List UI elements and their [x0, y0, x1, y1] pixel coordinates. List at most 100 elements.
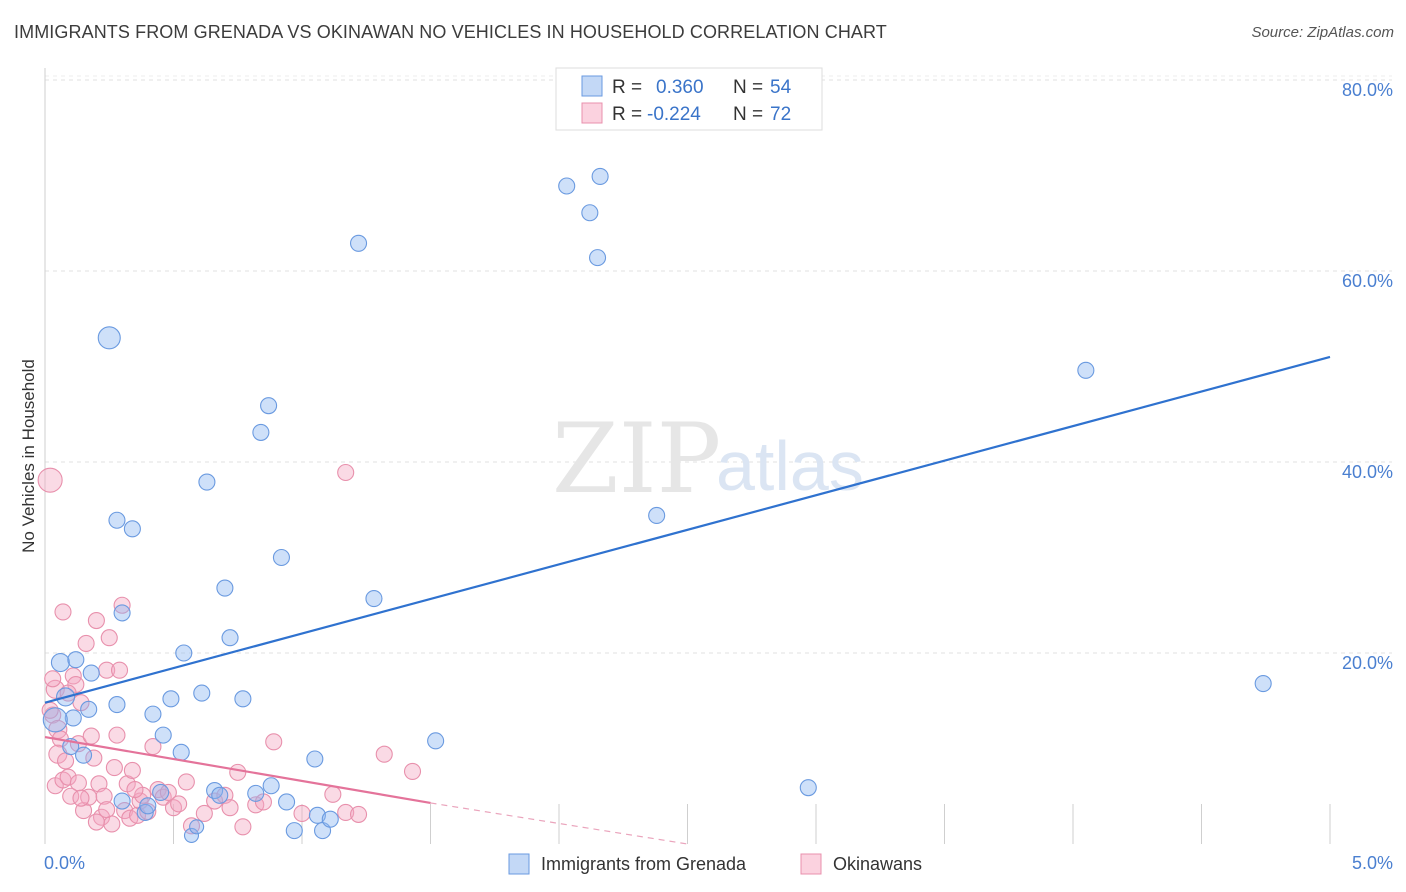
point-grenada-22 [211, 786, 229, 804]
point-okinawans-25 [100, 629, 118, 647]
point-grenada-44 [648, 506, 666, 525]
point-okinawans-67 [87, 813, 105, 831]
point-okinawans-46 [195, 804, 213, 822]
point-okinawans-56 [324, 785, 342, 803]
point-grenada-28 [260, 397, 278, 415]
bottom-legend-swatch-grenada [508, 853, 530, 875]
trend-line-okinawans [44, 735, 431, 805]
point-okinawans-10 [62, 787, 80, 805]
data-points [37, 167, 1272, 843]
bottom-legend-label-okinawans: Okinawans [833, 854, 922, 874]
point-okinawans-54 [265, 733, 283, 751]
point-grenada-8 [108, 696, 126, 714]
point-okinawans-26 [103, 815, 121, 833]
point-grenada-11 [123, 520, 141, 538]
point-grenada-5 [42, 707, 68, 733]
source-label: Source: ZipAtlas.com [1251, 24, 1394, 41]
point-okinawans-6 [57, 752, 75, 770]
point-okinawans-62 [54, 603, 72, 621]
point-grenada-48 [136, 803, 154, 822]
point-okinawans-57 [337, 803, 355, 822]
point-grenada-31 [278, 793, 296, 811]
legend-n-value-2: 72 [770, 104, 791, 125]
point-grenada-1 [50, 652, 70, 673]
y-tick-label-1: 40.0% [1342, 462, 1393, 482]
point-grenada-29 [262, 777, 280, 795]
point-grenada-52 [75, 746, 93, 764]
legend-r-label-1: R = [612, 77, 642, 98]
point-okinawans-68 [98, 801, 116, 819]
point-grenada-41 [581, 204, 599, 222]
point-okinawans-9 [59, 768, 77, 786]
point-grenada-4 [64, 709, 82, 727]
bottom-legend-label-grenada: Immigrants from Grenada [541, 854, 747, 874]
legend-swatch-okinawans [581, 102, 603, 124]
y-tick-label-2: 60.0% [1342, 271, 1393, 291]
series-legend: Immigrants from Grenada Okinawans [508, 853, 922, 875]
legend-n-label-2: N = [733, 104, 763, 125]
point-okinawans-19 [85, 749, 103, 767]
trend-line-grenada [44, 355, 1331, 704]
point-grenada-0 [97, 326, 121, 350]
point-grenada-27 [252, 423, 270, 441]
watermark-zip: ZIP [552, 403, 721, 515]
y-tick-labels: 20.0% 40.0% 60.0% 80.0% [1342, 80, 1393, 673]
point-grenada-36 [321, 810, 339, 828]
legend-r-value-2: -0.224 [647, 104, 701, 125]
point-grenada-15 [172, 743, 190, 761]
point-okinawans-16 [77, 634, 95, 653]
point-grenada-50 [152, 783, 170, 801]
point-grenada-40 [558, 177, 576, 195]
point-grenada-6 [80, 700, 98, 718]
point-okinawans-0 [37, 467, 63, 493]
point-okinawans-27 [105, 759, 123, 777]
point-grenada-10 [108, 511, 126, 529]
point-okinawans-29 [110, 661, 129, 679]
point-grenada-42 [588, 249, 607, 267]
point-grenada-43 [591, 167, 609, 186]
point-grenada-53 [113, 792, 131, 810]
point-okinawans-71 [170, 795, 188, 813]
point-okinawans-28 [108, 726, 126, 744]
point-grenada-12 [144, 705, 162, 723]
point-grenada-34 [308, 806, 326, 824]
point-okinawans-61 [403, 762, 422, 780]
point-grenada-30 [272, 548, 290, 567]
point-grenada-20 [198, 473, 216, 491]
point-okinawans-59 [337, 463, 355, 482]
point-grenada-32 [285, 822, 303, 840]
point-grenada-13 [154, 726, 172, 744]
point-okinawans-50 [229, 763, 247, 781]
point-okinawans-23 [95, 787, 113, 805]
point-okinawans-70 [126, 781, 144, 799]
chart-title: IMMIGRANTS FROM GRENADA VS OKINAWAN NO V… [14, 22, 887, 42]
legend-n-label-1: N = [733, 77, 763, 98]
bottom-legend-swatch-okinawans [800, 853, 822, 875]
point-okinawans-60 [375, 745, 393, 763]
point-grenada-19 [193, 684, 211, 702]
point-okinawans-49 [221, 799, 239, 817]
point-okinawans-65 [69, 774, 87, 792]
legend-n-value-1: 54 [770, 77, 792, 98]
point-grenada-39 [427, 732, 445, 750]
x-tick-label-0: 0.0% [44, 853, 85, 873]
point-grenada-9 [82, 664, 100, 682]
point-grenada-26 [247, 784, 265, 802]
grid-lines [45, 75, 1392, 654]
point-grenada-46 [1077, 361, 1095, 379]
point-okinawans-20 [87, 611, 105, 630]
stats-legend: R = 0.360 N = 54 R = -0.224 N = 72 [555, 67, 823, 131]
point-okinawans-66 [72, 789, 90, 807]
point-okinawans-58 [349, 805, 368, 823]
point-okinawans-18 [82, 727, 100, 745]
x-tick-label-1: 5.0% [1352, 853, 1393, 873]
y-axis-label: No Vehicles in Household [19, 359, 38, 553]
trend-lines [44, 355, 1331, 845]
legend-r-label-2: R = [612, 104, 642, 125]
point-grenada-47 [1254, 675, 1272, 693]
x-tick-labels: 0.0% 5.0% [44, 853, 1393, 873]
point-grenada-21 [206, 781, 224, 800]
point-okinawans-34 [123, 761, 141, 780]
point-okinawans-44 [177, 773, 195, 791]
